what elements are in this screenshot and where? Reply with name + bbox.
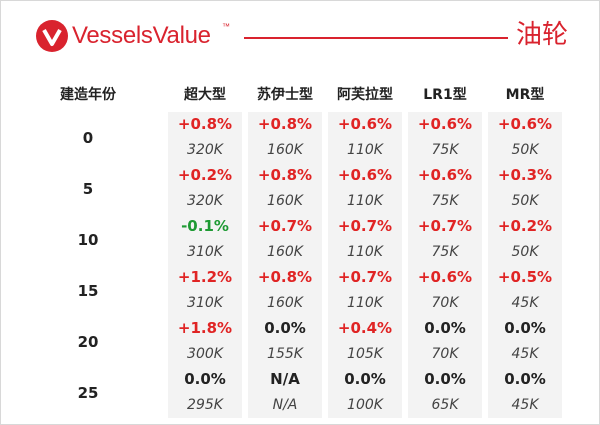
column-header-suezmax: 苏伊士型 (257, 87, 313, 103)
table-header-row: 建造年份 超大型 苏伊士型 阿芙拉型 LR1型 MR型 (8, 76, 562, 112)
change-cell-aframax: +0.4% (328, 316, 402, 341)
header: VesselsValue ™ 油轮 (0, 0, 600, 75)
change-cell-mr: 0.0% (488, 316, 562, 341)
change-cell-lr1: 0.0% (408, 367, 482, 392)
build-year-cell: 15 (77, 281, 99, 300)
change-cell-lr1: +0.6% (408, 163, 482, 188)
value-cell-vlcc: 300K (168, 341, 242, 367)
change-cell-vlcc: 0.0% (168, 367, 242, 392)
table-row-value: 320K 160K 110K 75K 50K (8, 137, 562, 163)
table-row-change: 0 +0.8% +0.8% +0.6% +0.6% +0.6% (8, 112, 562, 147)
value-cell-aframax: 105K (328, 341, 402, 367)
value-cell-suezmax: 160K (248, 137, 322, 163)
table-row-change: 5 +0.2% +0.8% +0.6% +0.6% +0.3% (8, 163, 562, 198)
value-cell-suezmax: 155K (248, 341, 322, 367)
value-cell-vlcc: 320K (168, 188, 242, 214)
build-year-cell: 5 (82, 179, 94, 198)
value-cell-aframax: 110K (328, 239, 402, 265)
change-cell-suezmax: +0.7% (248, 214, 322, 239)
value-cell-aframax: 100K (328, 392, 402, 418)
change-cell-suezmax: +0.8% (248, 163, 322, 188)
table-row-value: 310K 160K 110K 70K 45K (8, 290, 562, 316)
value-cell-lr1: 75K (408, 239, 482, 265)
vesselsvalue-logo-icon (36, 20, 68, 52)
table-row-value: 300K 155K 105K 70K 45K (8, 341, 562, 367)
value-cell-vlcc: 310K (168, 290, 242, 316)
header-rule (244, 37, 508, 39)
change-cell-lr1: +0.6% (408, 265, 482, 290)
change-cell-suezmax: +0.8% (248, 265, 322, 290)
column-header-lr1: LR1型 (423, 87, 467, 103)
change-cell-aframax: 0.0% (328, 367, 402, 392)
value-cell-mr: 45K (488, 392, 562, 418)
brand-name: VesselsValue (72, 22, 211, 49)
value-cell-aframax: 110K (328, 188, 402, 214)
value-cell-suezmax: N/A (248, 392, 322, 418)
value-cell-mr: 50K (488, 137, 562, 163)
change-cell-vlcc: +1.8% (168, 316, 242, 341)
change-cell-aframax: +0.6% (328, 163, 402, 188)
value-cell-vlcc: 295K (168, 392, 242, 418)
table-row-change: 25 0.0% N/A 0.0% 0.0% 0.0% (8, 367, 562, 402)
change-cell-vlcc: -0.1% (168, 214, 242, 239)
value-cell-vlcc: 310K (168, 239, 242, 265)
build-year-cell: 0 (82, 128, 94, 147)
change-cell-mr: +0.2% (488, 214, 562, 239)
build-year-cell: 10 (77, 230, 99, 249)
change-cell-aframax: +0.7% (328, 265, 402, 290)
value-cell-suezmax: 160K (248, 290, 322, 316)
table-row-change: 10 -0.1% +0.7% +0.7% +0.7% +0.2% (8, 214, 562, 249)
change-cell-aframax: +0.7% (328, 214, 402, 239)
table-row-value: 295K N/A 100K 65K 45K (8, 392, 562, 418)
build-year-cell: 20 (77, 332, 99, 351)
value-cell-lr1: 75K (408, 137, 482, 163)
change-cell-suezmax: N/A (248, 367, 322, 392)
column-header-mr: MR型 (505, 87, 545, 103)
change-cell-suezmax: 0.0% (248, 316, 322, 341)
value-cell-mr: 45K (488, 341, 562, 367)
change-cell-lr1: +0.6% (408, 112, 482, 137)
tanker-value-table: 建造年份 超大型 苏伊士型 阿芙拉型 LR1型 MR型 0 +0.8% +0.8% +… (8, 76, 562, 418)
change-cell-vlcc: +0.2% (168, 163, 242, 188)
change-cell-lr1: +0.7% (408, 214, 482, 239)
value-cell-lr1: 70K (408, 290, 482, 316)
value-cell-aframax: 110K (328, 290, 402, 316)
table-row-change: 20 +1.8% 0.0% +0.4% 0.0% 0.0% (8, 316, 562, 351)
value-cell-mr: 50K (488, 188, 562, 214)
change-cell-lr1: 0.0% (408, 316, 482, 341)
value-cell-lr1: 75K (408, 188, 482, 214)
value-cell-lr1: 65K (408, 392, 482, 418)
change-cell-mr: +0.3% (488, 163, 562, 188)
page-title: 油轮 (516, 20, 569, 50)
build-year-cell: 25 (77, 383, 99, 402)
change-cell-mr: 0.0% (488, 367, 562, 392)
change-cell-mr: +0.5% (488, 265, 562, 290)
table-row-change: 15 +1.2% +0.8% +0.7% +0.6% +0.5% (8, 265, 562, 300)
table-body: 0 +0.8% +0.8% +0.6% +0.6% +0.6% 320K 160K 110K 75… (8, 112, 562, 418)
table-row-value: 310K 160K 110K 75K 50K (8, 239, 562, 265)
change-cell-aframax: +0.6% (328, 112, 402, 137)
value-cell-aframax: 110K (328, 137, 402, 163)
change-cell-mr: +0.6% (488, 112, 562, 137)
trademark-mark: ™ (222, 22, 230, 31)
table-row-value: 320K 160K 110K 75K 50K (8, 188, 562, 214)
change-cell-vlcc: +0.8% (168, 112, 242, 137)
value-cell-suezmax: 160K (248, 188, 322, 214)
value-cell-lr1: 70K (408, 341, 482, 367)
value-cell-suezmax: 160K (248, 239, 322, 265)
change-cell-suezmax: +0.8% (248, 112, 322, 137)
change-cell-vlcc: +1.2% (168, 265, 242, 290)
value-cell-mr: 50K (488, 239, 562, 265)
build-year-header: 建造年份 (60, 87, 116, 103)
value-cell-vlcc: 320K (168, 137, 242, 163)
value-cell-mr: 45K (488, 290, 562, 316)
column-header-vlcc: 超大型 (184, 87, 226, 103)
column-header-aframax: 阿芙拉型 (337, 87, 393, 103)
